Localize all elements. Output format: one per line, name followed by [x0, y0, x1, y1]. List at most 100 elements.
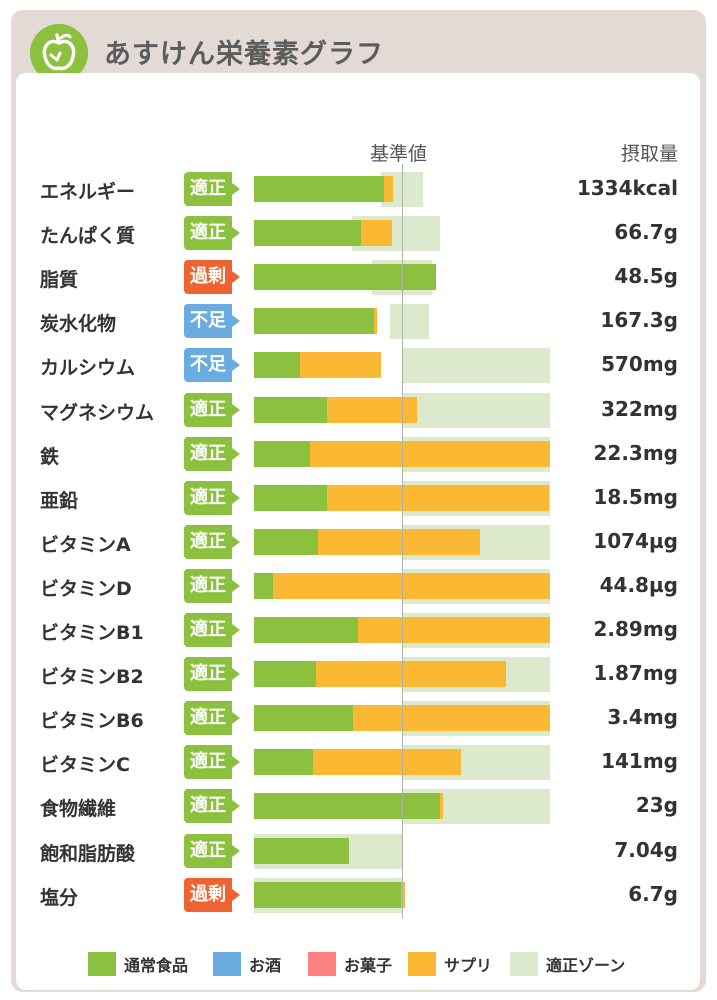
bar-supplement [317, 528, 481, 555]
bar-food [254, 528, 318, 555]
bar-supplement [310, 440, 550, 467]
nutrient-label: ビタミンD [40, 577, 132, 600]
bar-supplement [373, 308, 377, 335]
bar-supplement [313, 749, 462, 776]
intake-value: 167.3g [600, 308, 678, 333]
bar-food [254, 440, 311, 467]
optimal-zone [402, 392, 550, 428]
status-badge: 適正 [184, 745, 240, 780]
intake-value: 18.5mg [593, 484, 678, 509]
nutrient-label: ビタミンC [40, 754, 130, 777]
intake-value: 22.3mg [593, 440, 678, 465]
legend-label: 通常食品 [124, 956, 189, 975]
bar-food [254, 837, 349, 864]
bar-supplement [273, 572, 550, 599]
bar-supplement [357, 617, 550, 643]
legend-item: 通常食品 [88, 950, 188, 978]
legend-swatch [408, 952, 436, 976]
intake-value: 48.5g [614, 264, 678, 289]
bar-supplement [360, 220, 392, 247]
status-badge: 適正 [184, 568, 240, 603]
bar-food [254, 176, 385, 202]
intake-value: 1.87mg [593, 661, 678, 686]
status-badge: 適正 [184, 613, 240, 647]
bar-food [254, 705, 354, 732]
nutrient-label: 鉄 [40, 445, 60, 468]
intake-value: 1074µg [593, 528, 678, 553]
bar-food [254, 396, 327, 423]
bar-supplement [316, 661, 506, 688]
legend-label: お菓子 [344, 956, 393, 975]
legend-swatch [213, 952, 241, 976]
bar-food [254, 793, 441, 820]
intake-value: 2.89mg [593, 617, 678, 641]
status-badge: 適正 [184, 833, 240, 868]
bar-supplement [326, 484, 549, 511]
nutrient-label: エネルギー [40, 181, 136, 203]
nutrient-label: ビタミンB1 [40, 622, 144, 644]
bar-food [254, 352, 300, 379]
bar-food [254, 617, 358, 643]
intake-value: 570mg [601, 352, 678, 377]
nutrient-label: 食物繊維 [40, 798, 117, 821]
bar-food [254, 661, 317, 688]
page-title: あすけん栄養素グラフ [104, 39, 384, 70]
legend-item: お菓子 [308, 950, 392, 978]
bar-food [254, 308, 374, 335]
legend-swatch [88, 952, 116, 976]
bar-food [254, 220, 361, 247]
nutrient-label: ビタミンA [40, 533, 131, 556]
status-badge: 適正 [184, 480, 240, 515]
bar-food [254, 264, 437, 291]
legend-swatch [308, 952, 336, 976]
nutrient-label: 飽和脂肪酸 [40, 842, 136, 865]
nutrient-label: カルシウム [40, 357, 136, 380]
bar-supplement [384, 176, 394, 202]
legend-item: お酒 [213, 950, 281, 978]
bar-supplement [440, 793, 444, 820]
intake-value: 1334kcal [576, 176, 678, 200]
legend-label: 適正ゾーン [546, 956, 626, 975]
status-badge: 適正 [184, 436, 240, 471]
apple-icon [30, 24, 88, 82]
nutrient-label: 脂質 [40, 269, 79, 292]
bar-supplement [353, 705, 550, 732]
bar-food [254, 749, 314, 776]
legend-swatch [510, 952, 538, 976]
bar-supplement [326, 396, 417, 423]
optimal-zone [390, 304, 429, 340]
intake-value: 322mg [601, 396, 678, 421]
legend-item: 適正ゾーン [510, 950, 625, 978]
status-badge: 適正 [184, 701, 240, 736]
status-badge: 不足 [184, 304, 240, 339]
nutrient-label: マグネシウム [40, 401, 155, 424]
intake-value: 3.4mg [607, 705, 678, 730]
nutrient-label: ビタミンB2 [40, 666, 144, 689]
status-badge: 適正 [184, 524, 240, 559]
optimal-zone [402, 348, 550, 384]
bar-food [254, 572, 274, 599]
status-badge: 適正 [184, 789, 240, 824]
status-badge: 適正 [184, 216, 240, 251]
intake-value: 44.8µg [599, 572, 678, 597]
intake-value: 7.04g [614, 837, 678, 862]
legend-label: サプリ [444, 956, 493, 975]
bar-food [254, 881, 401, 908]
nutrient-label: 塩分 [40, 886, 79, 909]
intake-value: 66.7g [614, 220, 678, 245]
intake-value: 6.7g [628, 881, 678, 906]
status-badge: 不足 [184, 348, 240, 383]
status-badge: 適正 [184, 392, 240, 427]
reference-header: 基準値 [370, 143, 428, 165]
status-badge: 適正 [184, 657, 240, 692]
status-badge: 過剰 [184, 877, 240, 912]
status-badge: 過剰 [184, 260, 240, 295]
intake-value: 23g [635, 793, 678, 818]
status-badge: 適正 [184, 172, 240, 206]
intake-value: 141mg [601, 749, 678, 774]
legend-label: お酒 [249, 956, 282, 975]
legend-item: サプリ [408, 950, 492, 978]
nutrient-label: 亜鉛 [40, 489, 79, 512]
amount-header: 摂取量 [620, 143, 678, 165]
bar-supplement [299, 352, 382, 379]
